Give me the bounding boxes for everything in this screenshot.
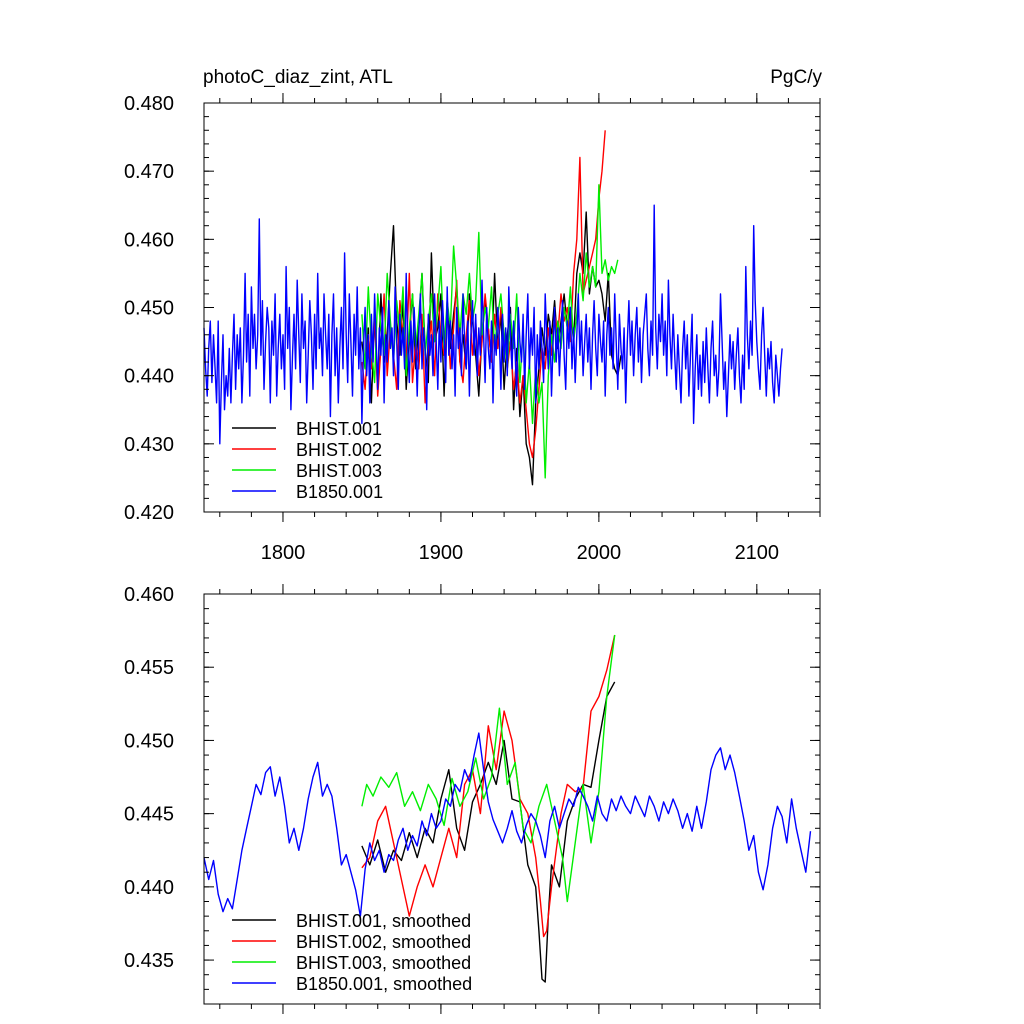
y-tick-label: 0.470 xyxy=(124,161,174,183)
y-tick-label: 0.460 xyxy=(124,229,174,251)
bottom-panel: 0.435 0.440 0.445 0.450 0.455 0.460 BHIST.001,… xyxy=(124,584,821,1014)
legend-label: B1850.001, smoothed xyxy=(296,974,472,994)
legend-label: BHIST.003 xyxy=(296,461,382,481)
y-tick-label: 0.480 xyxy=(124,93,174,115)
series-line-bhist-003-smoothed xyxy=(361,634,616,903)
legend-label: BHIST.001, smoothed xyxy=(296,911,471,931)
legend-label: BHIST.002 xyxy=(296,440,382,460)
top-panel: 0.420 0.430 0.440 0.450 0.460 0.470 0.480 1800 1… xyxy=(124,93,821,564)
x-tick-label: 1800 xyxy=(261,542,306,564)
y-tick-label: 0.450 xyxy=(124,730,174,752)
series-line-bhist-002 xyxy=(361,130,606,459)
legend-label: BHIST.002, smoothed xyxy=(296,932,471,952)
chart-title: photoC_diaz_zint, ATL xyxy=(203,67,393,88)
y-tick-label: 0.440 xyxy=(124,877,174,899)
series-line-b1850-001 xyxy=(203,204,783,445)
legend-label: BHIST.001 xyxy=(296,419,382,439)
y-tick-label: 0.440 xyxy=(124,366,174,388)
series-line-b1850-001-smoothed xyxy=(203,732,812,917)
y-tick-label: 0.435 xyxy=(124,950,174,972)
y-tick-label: 0.420 xyxy=(124,502,174,524)
y-tick-label: 0.430 xyxy=(124,434,174,456)
series-line-bhist-001-smoothed xyxy=(361,681,616,983)
chart-units: PgC/y xyxy=(770,67,822,88)
y-tick-label: 0.450 xyxy=(124,298,174,320)
legend-label: B1850.001 xyxy=(296,482,383,502)
x-tick-label: 1900 xyxy=(419,542,464,564)
legend-label: BHIST.003, smoothed xyxy=(296,953,471,973)
x-tick-label: 2100 xyxy=(735,542,780,564)
series-line-bhist-002-smoothed xyxy=(361,634,616,938)
x-tick-label: 2000 xyxy=(577,542,622,564)
y-tick-label: 0.460 xyxy=(124,584,174,606)
y-tick-label: 0.445 xyxy=(124,804,174,826)
y-tick-label: 0.455 xyxy=(124,657,174,679)
